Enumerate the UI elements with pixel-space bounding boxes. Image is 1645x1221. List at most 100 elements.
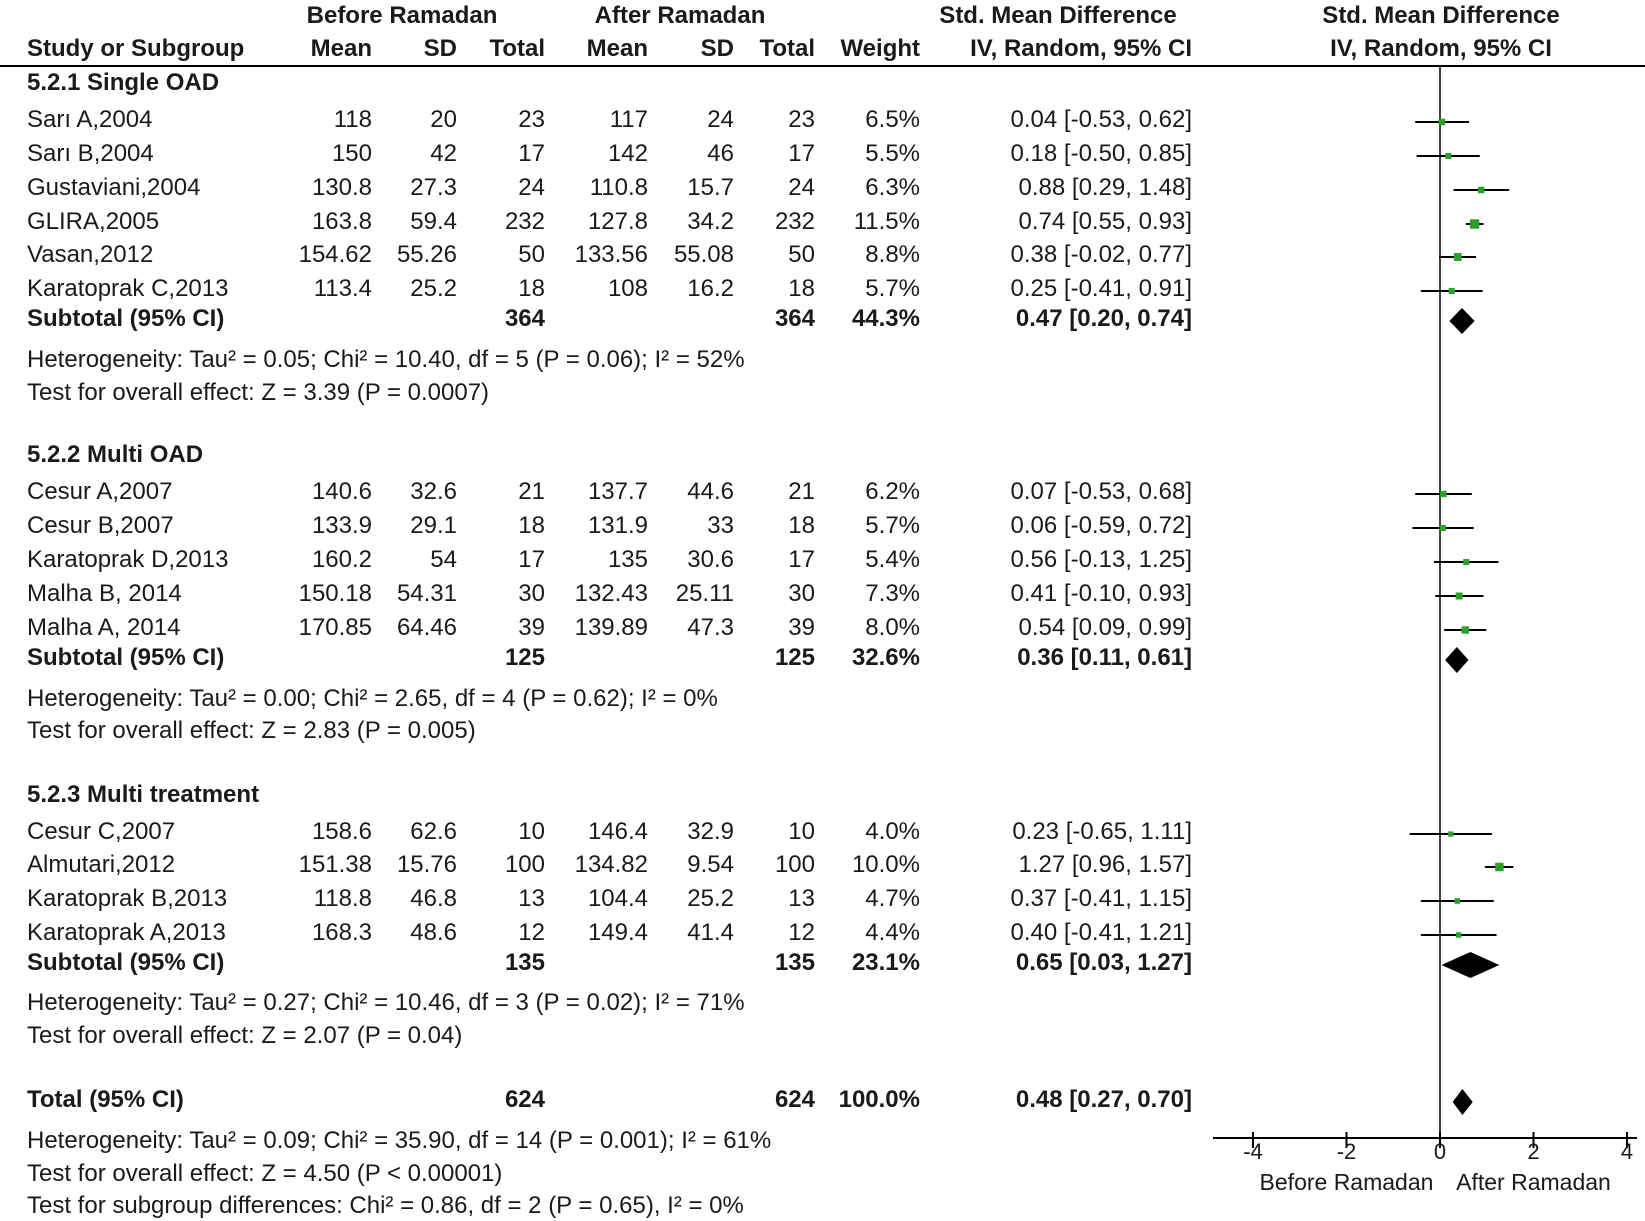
point-estimate xyxy=(1463,559,1470,565)
mean-after: 134.82 xyxy=(574,851,648,878)
study-ci: 0.56 [-0.13, 1.25] xyxy=(1010,546,1192,573)
subtotal-total-after: 135 xyxy=(774,949,815,976)
sd-before: 54.31 xyxy=(396,580,457,607)
total-before: 39 xyxy=(518,614,545,641)
mean-after: 149.4 xyxy=(587,919,648,946)
x-label-before: Before Ramadan xyxy=(1260,1169,1434,1195)
subgroup-title: 5.2.1 Single OAD xyxy=(27,69,220,96)
mean-before: 170.85 xyxy=(298,614,372,641)
total-before: 18 xyxy=(518,512,545,539)
sd-before: 59.4 xyxy=(410,208,457,235)
sd-before: 20 xyxy=(430,106,457,133)
subtotal-ci: 0.65 [0.03, 1.27] xyxy=(1015,949,1192,976)
total-before: 12 xyxy=(518,919,545,946)
total-before: 23 xyxy=(518,106,545,133)
mean-after: 117 xyxy=(609,106,648,133)
study-weight: 6.2% xyxy=(865,478,920,505)
study-weight: 11.5% xyxy=(853,208,920,235)
mean-before: 130.8 xyxy=(311,174,372,201)
subtotal-weight: 23.1% xyxy=(851,949,920,976)
mean-before: 163.8 xyxy=(311,208,372,235)
total-before: 17 xyxy=(518,140,545,167)
total-weight: 100.0% xyxy=(838,1086,920,1113)
sd-after: 16.2 xyxy=(687,275,734,302)
sd-after: 44.6 xyxy=(687,478,734,505)
study-weight: 5.7% xyxy=(865,512,920,539)
sd-before: 32.6 xyxy=(410,478,457,505)
heterogeneity-text: Heterogeneity: Tau² = 0.05; Chi² = 10.40… xyxy=(27,346,745,373)
total-after: 50 xyxy=(788,241,815,268)
header-study: Study or Subgroup xyxy=(27,35,245,62)
total-after: 21 xyxy=(788,478,815,505)
total-before: 100 xyxy=(504,851,545,878)
study-ci: 0.41 [-0.10, 0.93] xyxy=(1010,580,1192,607)
subtotal-label: Subtotal (95% CI) xyxy=(27,305,225,332)
study-weight: 5.5% xyxy=(865,140,920,167)
overall-effect-text: Test for overall effect: Z = 2.07 (P = 0… xyxy=(27,1022,463,1049)
study-ci: 0.38 [-0.02, 0.77] xyxy=(1010,241,1192,268)
total-after: 624 xyxy=(774,1086,815,1113)
total-after: 232 xyxy=(774,208,815,235)
overall-effect-text: Test for overall effect: Z = 2.83 (P = 0… xyxy=(27,717,476,744)
subtotal-total-before: 364 xyxy=(504,305,545,332)
header-method: IV, Random, 95% CI xyxy=(970,35,1192,62)
study-ci: 0.23 [-0.65, 1.11] xyxy=(1012,818,1192,845)
header-plot-method: IV, Random, 95% CI xyxy=(1330,35,1552,62)
mean-before: 158.6 xyxy=(311,818,372,845)
subtotal-total-before: 125 xyxy=(504,644,545,671)
total-before: 24 xyxy=(518,174,545,201)
sd-after: 46 xyxy=(707,140,734,167)
study-weight: 4.7% xyxy=(865,885,920,912)
subtotal-label: Subtotal (95% CI) xyxy=(27,949,225,976)
study-ci: 0.18 [-0.50, 0.85] xyxy=(1010,140,1192,167)
x-tick-label: -2 xyxy=(1337,1139,1357,1164)
sd-after: 47.3 xyxy=(687,614,734,641)
study-name: Cesur C,2007 xyxy=(27,818,176,845)
study-name: Almutari,2012 xyxy=(27,851,176,878)
total-label: Total (95% CI) xyxy=(27,1086,184,1113)
total-after: 18 xyxy=(788,275,815,302)
point-estimate xyxy=(1448,287,1455,295)
point-estimate xyxy=(1440,490,1447,498)
point-estimate xyxy=(1439,524,1446,532)
subtotal-total-before: 135 xyxy=(504,949,545,976)
study-weight: 4.0% xyxy=(865,818,920,845)
sd-after: 41.4 xyxy=(687,919,734,946)
total-after: 17 xyxy=(788,546,815,573)
study-weight: 4.4% xyxy=(865,919,920,946)
mean-after: 131.9 xyxy=(587,512,648,539)
point-estimate xyxy=(1455,932,1462,938)
subtotal-ci: 0.47 [0.20, 0.74] xyxy=(1015,305,1192,332)
total-after: 13 xyxy=(788,885,815,912)
overall-effect-text: Test for overall effect: Z = 3.39 (P = 0… xyxy=(27,379,490,406)
subtotal-label: Subtotal (95% CI) xyxy=(27,644,225,671)
sd-after: 34.2 xyxy=(687,208,734,235)
study-name: Cesur A,2007 xyxy=(27,478,173,505)
mean-after: 132.43 xyxy=(574,580,648,607)
point-estimate xyxy=(1448,831,1454,837)
total-after: 24 xyxy=(788,174,815,201)
total-before: 232 xyxy=(504,208,545,235)
sd-before: 62.6 xyxy=(410,818,457,845)
header-total-after: Total xyxy=(759,35,815,62)
point-estimate xyxy=(1477,186,1485,194)
sd-after: 25.11 xyxy=(675,580,734,607)
overall-diamond xyxy=(1452,1089,1473,1115)
study-name: Cesur B,2007 xyxy=(27,512,174,539)
sd-before: 29.1 xyxy=(410,512,457,539)
subtotal-diamond xyxy=(1449,308,1475,334)
study-name: Karatoprak D,2013 xyxy=(27,546,229,573)
sd-before: 55.26 xyxy=(396,241,457,268)
study-ci: 0.04 [-0.53, 0.62] xyxy=(1010,106,1192,133)
sd-after: 9.54 xyxy=(687,851,734,878)
sd-after: 55.08 xyxy=(673,241,734,268)
study-ci: 0.88 [0.29, 1.48] xyxy=(1018,174,1192,201)
sd-before: 25.2 xyxy=(410,275,457,302)
mean-after: 127.8 xyxy=(587,208,648,235)
header-before-ramadan: Before Ramadan xyxy=(306,2,498,29)
study-weight: 10.0% xyxy=(851,851,920,878)
x-tick-label: 2 xyxy=(1527,1139,1539,1164)
subgroup-title: 5.2.2 Multi OAD xyxy=(27,441,204,468)
mean-after: 139.89 xyxy=(574,614,648,641)
